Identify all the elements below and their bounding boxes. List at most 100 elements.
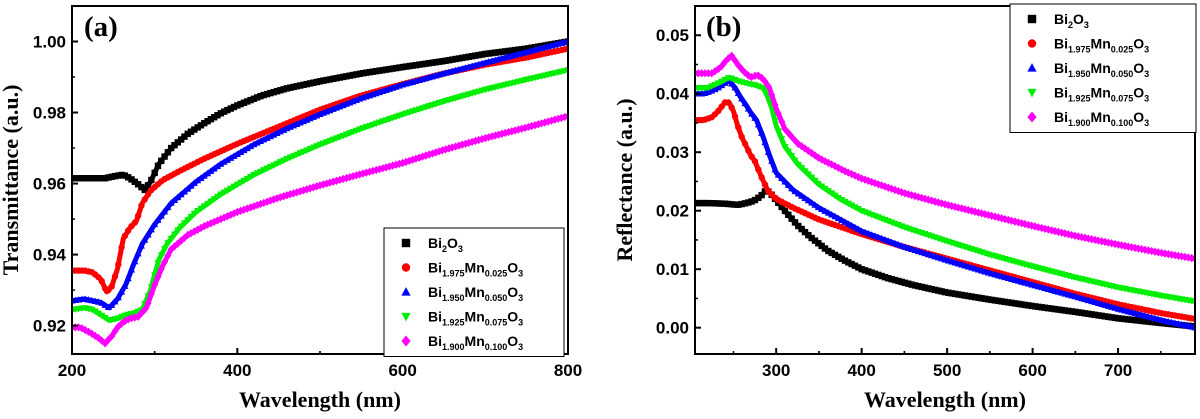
data-point [194, 208, 202, 215]
x-axis-title: Wavelength (nm) [239, 387, 401, 412]
data-point [147, 289, 155, 299]
legend-label: Bi1.950Mn0.050O3 [428, 284, 523, 303]
data-point [1164, 249, 1172, 259]
data-point [210, 217, 218, 227]
data-point [98, 312, 106, 320]
data-point [828, 190, 836, 197]
x-tick-label: 500 [933, 361, 961, 380]
data-point [200, 172, 208, 179]
legend-label-part: Bi [1054, 85, 1068, 101]
data-point [115, 261, 122, 268]
data-point [128, 266, 136, 273]
data-point [227, 210, 235, 219]
data-point [118, 288, 126, 295]
legend-label-part: O [1133, 85, 1144, 101]
panel-label: (a) [84, 11, 118, 43]
legend-label: Bi1.950Mn0.050O3 [1054, 60, 1149, 79]
legend-label-part: Mn [1091, 60, 1111, 76]
data-point [771, 118, 779, 125]
data-point [738, 133, 745, 140]
data-point [124, 315, 132, 324]
legend: Bi2O3Bi1.975Mn0.025O3Bi1.950Mn0.050O3Bi1… [1009, 3, 1197, 133]
data-point [111, 327, 119, 336]
data-point [167, 235, 175, 243]
series-4 [695, 51, 1195, 263]
data-point [128, 313, 136, 323]
data-point [1171, 251, 1179, 260]
data-point [761, 138, 769, 146]
legend-marker [1027, 14, 1037, 24]
data-point [751, 158, 759, 165]
legend-label-part: 2 [1068, 20, 1073, 30]
data-point [801, 194, 809, 201]
data-point [495, 130, 503, 139]
legend-label-part: 0.075 [485, 318, 508, 328]
data-point [764, 82, 772, 91]
legend-label-part: O [1073, 11, 1084, 27]
legend-label-part: 3 [1144, 69, 1149, 79]
y-tick-label: 0.94 [33, 246, 67, 265]
data-point [151, 280, 159, 289]
data-point [761, 88, 769, 95]
data-point [316, 181, 324, 190]
legend-label-part: Mn [1091, 36, 1111, 52]
data-point [233, 150, 241, 157]
data-point [471, 136, 479, 146]
data-point [134, 312, 142, 321]
data-point [824, 188, 832, 195]
series-0 [695, 187, 1195, 330]
data-point [151, 220, 159, 228]
x-axis-title: Wavelength (nm) [864, 387, 1026, 412]
data-point [788, 153, 796, 160]
legend-label-part: 3 [1144, 94, 1149, 104]
data-point [731, 113, 739, 120]
data-point [741, 99, 749, 107]
y-tick-label: 0.04 [656, 85, 690, 104]
legend-label-part: 3 [1084, 20, 1089, 30]
legend-label-part: 2 [442, 244, 447, 254]
legend-label-part: 1.925 [1068, 94, 1091, 104]
data-point [154, 272, 162, 282]
legend-marker [1027, 39, 1037, 48]
y-tick-label: 0.92 [33, 317, 66, 336]
legend-label-part: 1.900 [442, 342, 465, 352]
data-point [157, 264, 165, 274]
legend-marker [1027, 63, 1037, 72]
y-axis-title: Transmittance (a.u.) [0, 85, 23, 276]
data-point [147, 225, 155, 233]
data-point [798, 192, 806, 199]
data-point [758, 174, 765, 181]
legend-label-part: O [447, 235, 458, 251]
data-point [161, 207, 169, 215]
data-point [237, 148, 245, 156]
data-point [781, 144, 789, 151]
data-point [104, 303, 112, 311]
data-point [131, 219, 139, 226]
x-tick-label: 400 [847, 361, 875, 380]
y-tick-label: 0.98 [33, 104, 66, 123]
data-point [784, 148, 792, 155]
data-point [714, 84, 722, 91]
data-point [164, 240, 172, 247]
data-point [781, 178, 789, 185]
y-axis-title: Reflectance (a.u.) [612, 98, 637, 261]
legend-label-part: 3 [518, 293, 523, 303]
data-point [741, 140, 749, 147]
data-point [834, 194, 842, 202]
data-point [409, 155, 417, 164]
data-point [174, 227, 182, 234]
data-point [233, 207, 241, 217]
data-point [270, 195, 278, 204]
legend-label-part: 3 [1144, 45, 1149, 55]
series-0 [72, 38, 568, 194]
x-tick-label: 600 [1018, 361, 1046, 380]
y-tick-label: 1.00 [33, 33, 66, 52]
data-point [794, 190, 802, 197]
data-point [144, 299, 152, 308]
data-point [138, 202, 145, 209]
legend-label-part: 1.975 [442, 269, 465, 279]
data-point [243, 144, 251, 152]
legend-label-part: Mn [465, 260, 485, 276]
data-point [771, 165, 779, 173]
